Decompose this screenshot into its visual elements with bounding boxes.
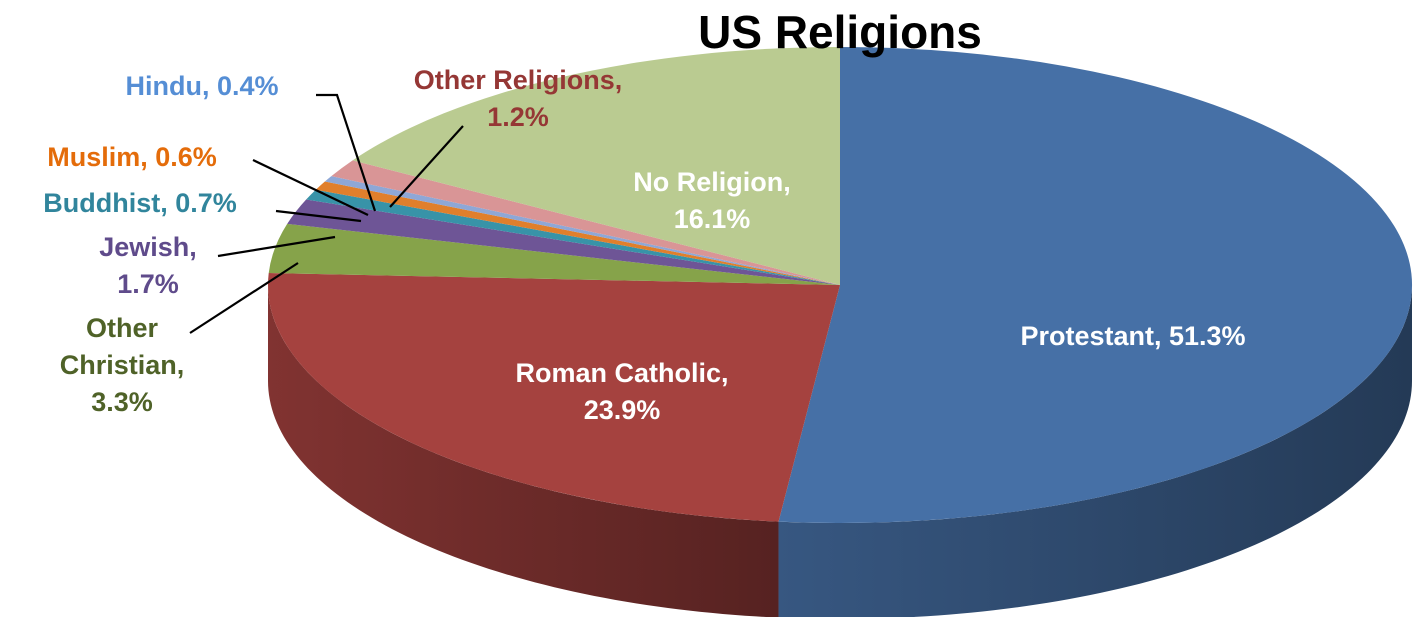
leader-line-jewish <box>217 235 336 258</box>
slice-side-roman-catholic <box>268 285 779 617</box>
leader-line-muslim <box>252 159 369 216</box>
leader-line-buddhist <box>275 209 362 223</box>
data-label-no-religion: No Religion, <box>633 167 791 197</box>
data-label-other-christian: Other <box>86 313 159 343</box>
slice-hindu <box>324 176 840 285</box>
data-label-hindu: Hindu, 0.4% <box>125 71 278 101</box>
data-label-other-christian: Christian, <box>60 350 185 380</box>
chart-title: US Religions <box>698 6 982 58</box>
slice-buddhist <box>306 189 840 285</box>
data-label-roman-catholic: 23.9% <box>584 395 661 425</box>
data-label-other-christian: 3.3% <box>91 387 153 417</box>
data-label-other-religions: Other Religions, <box>414 65 623 95</box>
pie-slices <box>267 46 1413 617</box>
data-label-muslim: Muslim, 0.6% <box>47 142 217 172</box>
data-label-no-religion: 16.1% <box>674 204 751 234</box>
leader-lines <box>189 93 464 334</box>
slice-roman-catholic <box>267 272 840 522</box>
slice-no-religion <box>352 47 840 285</box>
data-label-buddhist: Buddhist, 0.7% <box>43 188 237 218</box>
slice-muslim <box>315 181 840 285</box>
data-label-other-religions: 1.2% <box>487 102 549 132</box>
slice-other-religions <box>331 160 840 285</box>
leader-line-hindu <box>316 93 377 212</box>
slice-side-protestant <box>778 285 1412 617</box>
slice-other-christian <box>268 223 841 285</box>
data-label-protestant: Protestant, 51.3% <box>1020 321 1245 351</box>
data-label-roman-catholic: Roman Catholic, <box>515 358 728 388</box>
data-labels: Protestant, 51.3% Roman Catholic, 23.9% Oth… <box>43 65 1245 425</box>
slice-jewish <box>287 199 840 285</box>
slice-protestant <box>778 46 1413 523</box>
data-label-jewish: Jewish, <box>99 232 197 262</box>
data-label-jewish: 1.7% <box>117 269 179 299</box>
leader-line-other-christian <box>189 262 299 334</box>
leader-line-other-religions <box>389 125 464 208</box>
